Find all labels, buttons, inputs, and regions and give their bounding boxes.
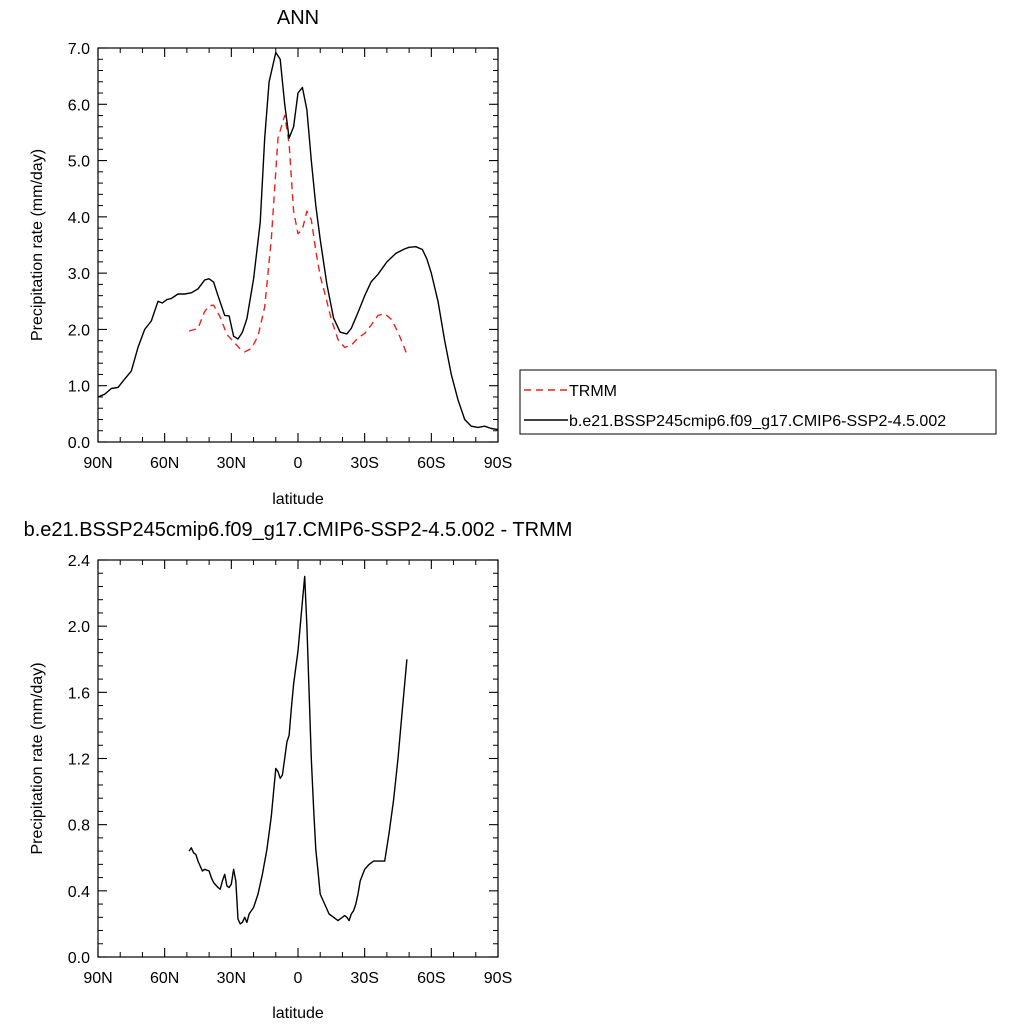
bottom-chart-y-tick-label: 1.2 bbox=[68, 752, 90, 769]
legend-box bbox=[519, 369, 997, 435]
bottom-chart-title: b.e21.BSSP245cmip6.f09_g17.CMIP6-SSP2-4.… bbox=[24, 519, 573, 541]
top-chart-x-tick-label: 30S bbox=[350, 455, 378, 472]
bottom-chart-y-axis-label: Precipitation rate (mm/day) bbox=[29, 662, 46, 854]
top-chart-y-tick-label: 7.0 bbox=[68, 41, 90, 58]
legend-label-trmm: TRMM bbox=[569, 383, 617, 400]
bottom-chart-x-tick-label: 60S bbox=[417, 970, 445, 987]
top-chart-y-tick-label: 1.0 bbox=[68, 379, 90, 396]
top-chart-y-tick-label: 3.0 bbox=[68, 266, 90, 283]
top-chart-x-tick-label: 0 bbox=[294, 455, 303, 472]
bottom-chart-x-tick-label: 30S bbox=[350, 970, 378, 987]
top-chart-x-axis-label: latitude bbox=[272, 491, 324, 508]
top-chart-frame bbox=[97, 47, 499, 443]
top-chart-legend: TRMM b.e21.BSSP245cmip6.f09_g17.CMIP6-SS… bbox=[519, 369, 997, 435]
legend-label-model: b.e21.BSSP245cmip6.f09_g17.CMIP6-SSP2-4.… bbox=[569, 413, 946, 430]
top-chart-x-tick-label: 60N bbox=[150, 455, 179, 472]
bottom-chart-y-tick-label: 2.0 bbox=[68, 619, 90, 636]
top-chart-y-tick-label: 0.0 bbox=[68, 435, 90, 452]
top-chart-series-line-1 bbox=[188, 114, 408, 356]
top-chart: ANN 90N 60N 30N 0 30S 60S 90S 0.0 1.0 2.0 3.0 4.0 5.… bbox=[29, 7, 512, 508]
bottom-chart-series-line-1 bbox=[188, 575, 408, 925]
top-chart-title: ANN bbox=[277, 7, 319, 29]
top-chart-y-tick-label: 4.0 bbox=[68, 210, 90, 227]
bottom-chart-y-tick-label: 2.4 bbox=[68, 553, 90, 570]
top-chart-y-axis-label: Precipitation rate (mm/day) bbox=[29, 149, 46, 341]
top-chart-x-tick-label: 60S bbox=[417, 455, 445, 472]
bottom-chart-y-tick-label: 0.8 bbox=[68, 818, 90, 835]
bottom-chart-x-tick-label: 90S bbox=[484, 970, 512, 987]
bottom-chart-y-tick-label: 1.6 bbox=[68, 685, 90, 702]
top-chart-y-tick-label: 5.0 bbox=[68, 154, 90, 171]
top-chart-y-tick-label: 2.0 bbox=[68, 322, 90, 339]
bottom-chart-x-tick-label: 60N bbox=[150, 970, 179, 987]
top-chart-x-tick-label: 30N bbox=[217, 455, 246, 472]
bottom-chart-y-tick-label: 0.4 bbox=[68, 884, 90, 901]
top-chart-x-tick-label: 90N bbox=[83, 455, 112, 472]
top-chart-series-line-2 bbox=[97, 51, 499, 431]
bottom-chart-x-tick-label: 0 bbox=[294, 970, 303, 987]
bottom-chart-frame bbox=[97, 559, 499, 958]
bottom-chart: b.e21.BSSP245cmip6.f09_g17.CMIP6-SSP2-4.… bbox=[24, 519, 573, 1022]
bottom-chart-x-axis-label: latitude bbox=[272, 1005, 324, 1022]
bottom-chart-x-tick-label: 90N bbox=[83, 970, 112, 987]
top-chart-y-tick-label: 6.0 bbox=[68, 97, 90, 114]
top-chart-x-tick-label: 90S bbox=[484, 455, 512, 472]
bottom-chart-y-tick-label: 0.0 bbox=[68, 950, 90, 967]
bottom-chart-x-tick-label: 30N bbox=[217, 970, 246, 987]
